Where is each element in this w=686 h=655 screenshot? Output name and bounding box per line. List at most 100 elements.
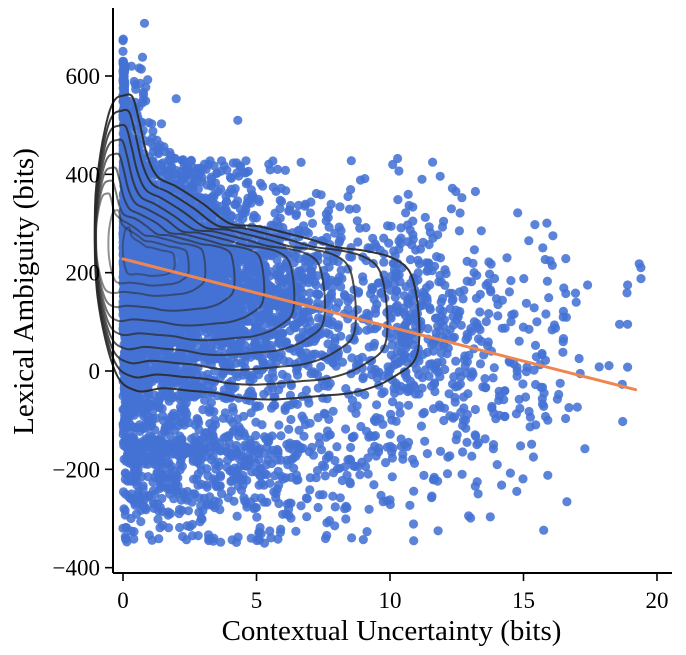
data-point [323,206,334,216]
data-point [171,94,181,104]
data-point [244,293,254,303]
data-point [204,407,214,417]
data-point [138,89,149,100]
data-point [385,429,395,439]
data-point [254,370,264,380]
data-point [294,425,304,435]
data-point [299,414,309,424]
data-point [300,307,310,317]
data-point [180,189,190,199]
data-point [277,196,287,207]
scatter-points [118,18,646,548]
data-point [356,421,366,432]
data-point [168,393,178,403]
data-point [286,400,296,410]
data-point [194,425,204,435]
data-point [371,413,381,423]
data-point [379,371,389,381]
data-point [284,424,294,434]
data-point [257,355,267,365]
data-point [228,406,238,416]
data-point [216,184,226,194]
data-point [372,400,382,410]
data-point [272,301,282,311]
data-point [173,315,183,325]
data-point [257,420,267,430]
data-point [231,321,241,331]
data-point [305,473,315,483]
data-point [346,243,356,253]
data-point [272,216,282,227]
data-point [360,174,370,184]
data-point [282,305,292,315]
data-point [313,313,324,323]
data-point [313,298,323,308]
data-point [336,265,346,275]
data-point [186,155,196,165]
data-point [176,405,187,415]
data-point [274,271,284,281]
data-point [139,18,150,28]
data-point [458,447,468,457]
data-point [262,307,272,317]
data-point [296,157,306,167]
data-point [246,372,256,382]
data-point [179,420,189,430]
data-point [308,367,318,377]
data-point [157,403,167,414]
data-point [361,223,371,233]
data-point [362,527,372,537]
data-point [346,185,356,195]
data-point [273,164,283,174]
data-point [352,216,362,226]
data-point [266,315,276,325]
data-point [341,384,351,394]
data-point [221,191,231,201]
data-point [135,368,146,378]
data-point [224,414,234,424]
data-point [210,189,220,199]
data-point [276,281,286,291]
data-point [243,166,253,176]
data-point [197,173,207,183]
data-point [246,194,256,204]
data-point [249,210,259,220]
data-point [358,272,368,282]
data-point [256,178,266,188]
data-point [327,283,337,293]
data-point [195,305,205,315]
data-point [286,414,296,425]
data-point [277,369,288,379]
data-point [300,275,310,285]
data-point [178,155,188,165]
data-point [316,362,326,372]
data-point [206,174,217,184]
data-point [134,399,144,409]
data-point [284,206,294,216]
data-point [246,185,256,195]
data-point [271,186,281,196]
data-point [234,213,244,223]
data-point [212,168,222,178]
data-point [343,191,353,202]
data-point [330,502,340,512]
data-point [192,297,202,307]
data-point [336,233,346,243]
data-point [351,204,361,214]
data-point [225,172,235,182]
data-point [371,451,381,461]
data-point [313,413,323,423]
data-point [275,204,285,214]
data-point [378,419,388,429]
data-point [233,414,243,424]
data-point [387,340,397,350]
data-point [284,272,294,282]
data-point [409,536,419,546]
data-point [310,349,321,359]
data-point [405,255,416,265]
data-point [141,333,151,343]
data-point [147,407,157,417]
data-point [235,274,246,284]
data-point [289,320,299,330]
data-point [305,208,315,218]
